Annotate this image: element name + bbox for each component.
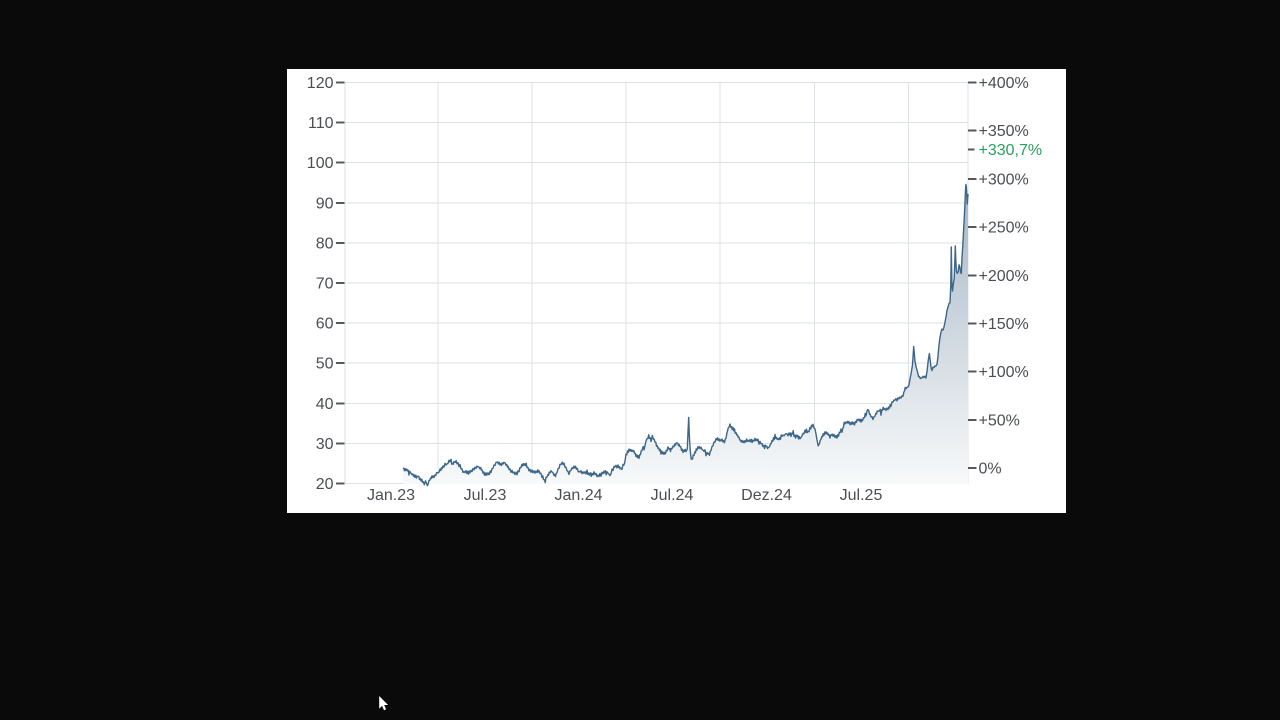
svg-text:110: 110 xyxy=(308,115,334,132)
svg-text:Jul.23: Jul.23 xyxy=(464,487,507,504)
svg-text:+150%: +150% xyxy=(979,316,1029,333)
svg-text:+50%: +50% xyxy=(979,412,1020,429)
svg-text:+400%: +400% xyxy=(979,75,1029,92)
svg-text:+300%: +300% xyxy=(979,171,1029,188)
svg-text:30: 30 xyxy=(316,436,334,453)
svg-text:0%: 0% xyxy=(979,461,1002,478)
svg-text:+330,7%: +330,7% xyxy=(979,142,1043,159)
svg-text:60: 60 xyxy=(316,316,334,333)
svg-text:+350%: +350% xyxy=(979,123,1029,140)
svg-text:20: 20 xyxy=(316,476,334,493)
svg-text:Jul.24: Jul.24 xyxy=(651,487,694,504)
svg-text:Jul.25: Jul.25 xyxy=(840,487,883,504)
svg-text:50: 50 xyxy=(316,356,334,373)
svg-text:120: 120 xyxy=(307,75,334,92)
svg-text:Dez.24: Dez.24 xyxy=(741,487,792,504)
svg-text:40: 40 xyxy=(316,396,334,413)
svg-text:+200%: +200% xyxy=(979,268,1029,285)
svg-text:90: 90 xyxy=(316,195,334,212)
svg-text:70: 70 xyxy=(316,276,334,293)
svg-text:Jan.23: Jan.23 xyxy=(367,487,415,504)
svg-text:+250%: +250% xyxy=(979,220,1029,237)
svg-text:80: 80 xyxy=(316,235,334,252)
svg-text:100: 100 xyxy=(307,155,334,172)
svg-text:+100%: +100% xyxy=(979,364,1029,381)
svg-text:Jan.24: Jan.24 xyxy=(554,487,602,504)
